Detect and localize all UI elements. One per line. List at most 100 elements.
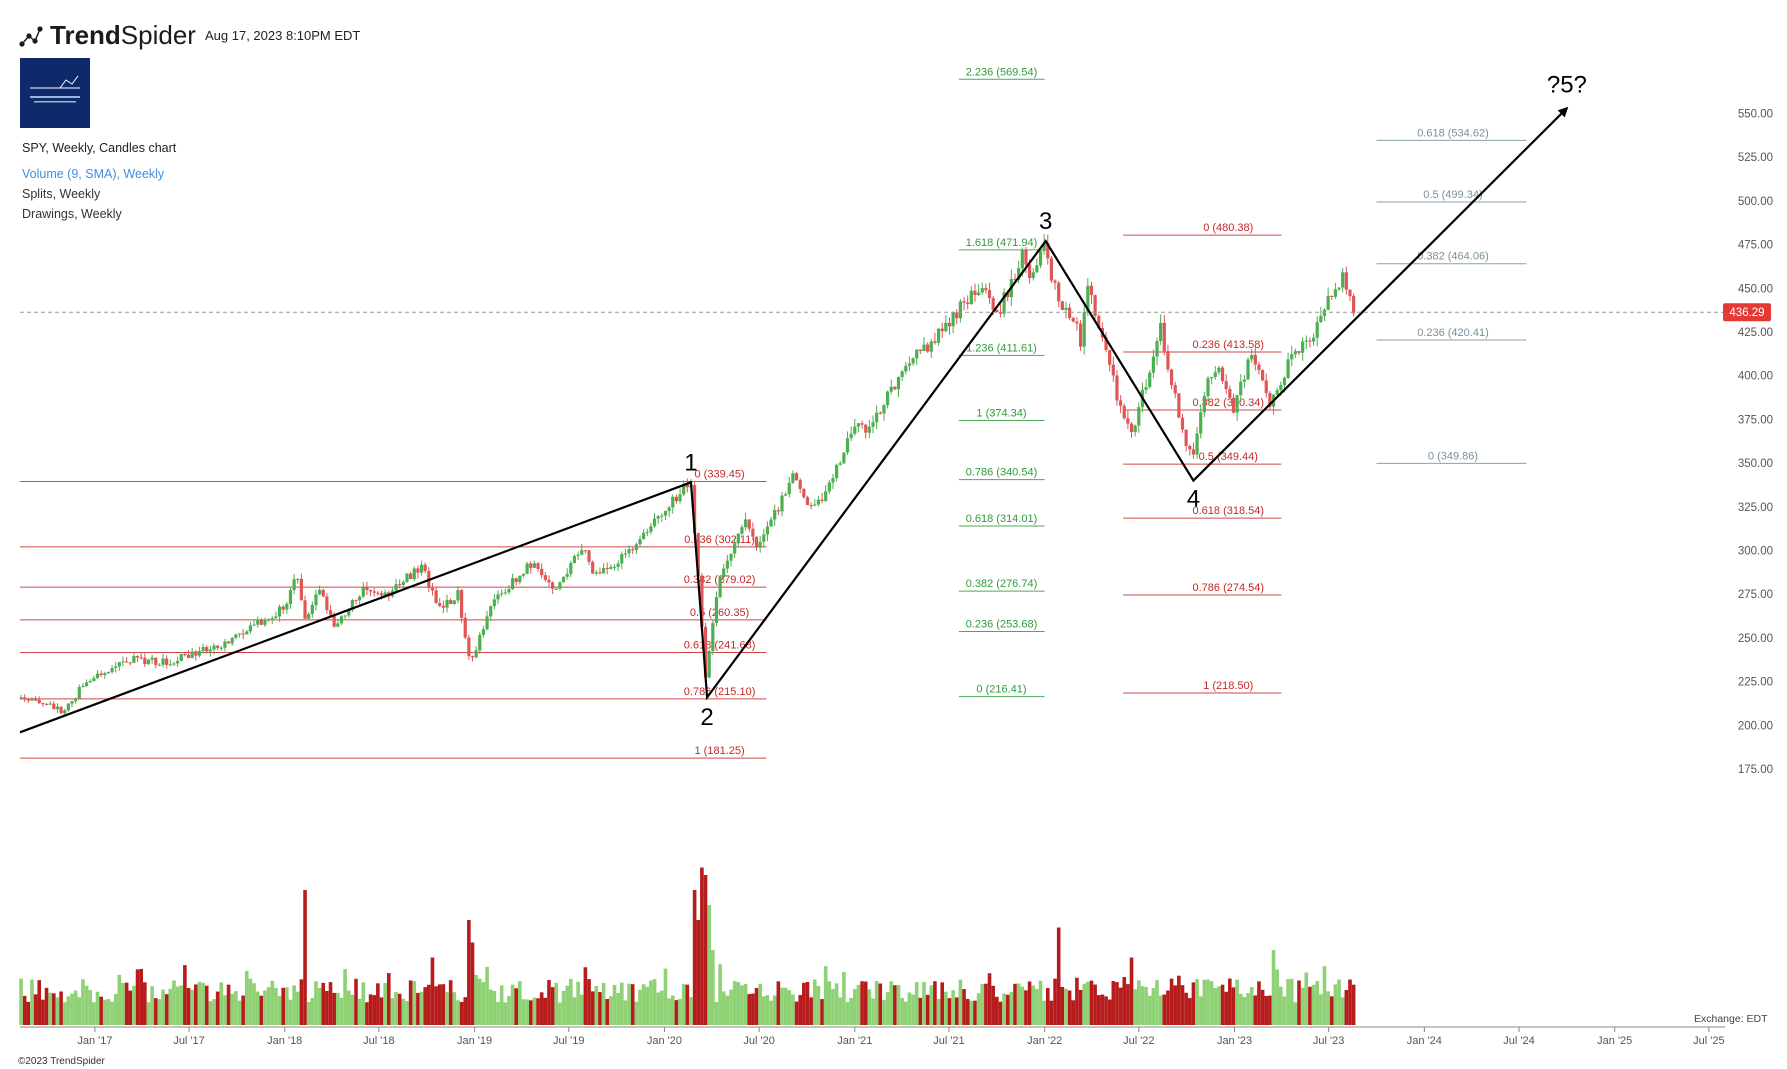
candle-body[interactable] <box>161 658 165 665</box>
candle-body[interactable] <box>1177 393 1181 418</box>
candle-body[interactable] <box>423 564 427 572</box>
candle-body[interactable] <box>805 497 810 505</box>
candle-body[interactable] <box>605 568 609 570</box>
candle-body[interactable] <box>1133 425 1137 433</box>
candle-body[interactable] <box>106 672 111 674</box>
candle-body[interactable] <box>1213 372 1217 377</box>
candle-body[interactable] <box>926 344 930 352</box>
candle-body[interactable] <box>92 678 96 682</box>
candle-body[interactable] <box>951 312 955 327</box>
candle-body[interactable] <box>452 600 456 605</box>
candle-body[interactable] <box>478 634 482 651</box>
candle-body[interactable] <box>154 657 158 665</box>
candle-body[interactable] <box>601 568 606 574</box>
candle-body[interactable] <box>1122 405 1126 419</box>
candle-body[interactable] <box>1282 377 1287 385</box>
candle-body[interactable] <box>95 673 100 679</box>
candle-body[interactable] <box>26 699 30 701</box>
candle-body[interactable] <box>328 610 333 616</box>
candle-body[interactable] <box>368 589 373 592</box>
candle-body[interactable] <box>1148 372 1152 388</box>
candle-body[interactable] <box>678 494 682 502</box>
candle-body[interactable] <box>63 710 67 714</box>
candle-body[interactable] <box>1246 359 1250 380</box>
candle-body[interactable] <box>572 556 577 564</box>
candle-body[interactable] <box>267 619 271 621</box>
candle-body[interactable] <box>1301 341 1305 353</box>
candle-body[interactable] <box>765 526 770 535</box>
candle-body[interactable] <box>569 563 573 574</box>
candle-body[interactable] <box>157 664 161 666</box>
candle-body[interactable] <box>820 499 824 502</box>
candle-body[interactable] <box>616 563 620 567</box>
candle-body[interactable] <box>1184 429 1188 446</box>
symbol-label[interactable]: SPY, Weekly, Candles chart <box>22 141 177 155</box>
candle-body[interactable] <box>179 654 183 661</box>
candle-body[interactable] <box>671 496 675 508</box>
candle-body[interactable] <box>226 641 231 644</box>
candle-body[interactable] <box>230 637 234 644</box>
candle-body[interactable] <box>44 703 49 705</box>
candle-body[interactable] <box>1071 318 1075 322</box>
candle-body[interactable] <box>889 386 893 392</box>
candle-body[interactable] <box>165 658 169 665</box>
candle-body[interactable] <box>1151 356 1155 373</box>
candle-body[interactable] <box>703 626 708 678</box>
candle-body[interactable] <box>955 312 959 319</box>
candle-body[interactable] <box>1180 417 1185 430</box>
candle-body[interactable] <box>725 560 729 569</box>
candle-body[interactable] <box>1279 384 1283 391</box>
candle-body[interactable] <box>998 311 1003 314</box>
candle-body[interactable] <box>1049 258 1054 281</box>
candle-body[interactable] <box>412 568 416 580</box>
candle-body[interactable] <box>234 634 238 638</box>
candle-body[interactable] <box>1319 315 1323 323</box>
candle-body[interactable] <box>292 579 296 591</box>
candle-body[interactable] <box>1330 296 1334 298</box>
candle-body[interactable] <box>893 386 897 390</box>
candle-body[interactable] <box>860 423 864 425</box>
candle-body[interactable] <box>81 685 85 688</box>
candle-body[interactable] <box>496 594 500 600</box>
candle-body[interactable] <box>740 527 744 534</box>
candle-body[interactable] <box>824 491 828 502</box>
candle-body[interactable] <box>1337 287 1341 290</box>
candle-body[interactable] <box>325 596 329 611</box>
time-axis[interactable]: Jan '17 Jul '17 Jan '18 Jul '18 Jan '19 Jul '… <box>20 1026 1725 1047</box>
candle-body[interactable] <box>1206 378 1210 397</box>
candle-body[interactable] <box>1020 249 1024 269</box>
candle-body[interactable] <box>1173 385 1177 394</box>
candle-body[interactable] <box>1228 389 1232 398</box>
candle-body[interactable] <box>474 650 478 658</box>
candle-body[interactable] <box>656 516 660 519</box>
candle-body[interactable] <box>1235 395 1239 413</box>
candle-body[interactable] <box>88 681 92 683</box>
candle-body[interactable] <box>139 657 143 659</box>
candle-body[interactable] <box>714 597 719 624</box>
candle-body[interactable] <box>321 589 325 597</box>
candle-body[interactable] <box>794 473 799 481</box>
candle-body[interactable] <box>598 572 602 574</box>
candle-body[interactable] <box>277 606 282 617</box>
candle-body[interactable] <box>798 480 802 489</box>
candle-body[interactable] <box>547 579 551 583</box>
candle-body[interactable] <box>1195 433 1199 455</box>
candle-body[interactable] <box>558 582 562 589</box>
candle-body[interactable] <box>19 697 23 699</box>
candle-body[interactable] <box>918 349 922 352</box>
candle-body[interactable] <box>1162 322 1166 352</box>
candle-body[interactable] <box>1333 289 1338 297</box>
candle-body[interactable] <box>612 566 617 568</box>
candle-body[interactable] <box>940 328 944 332</box>
candle-body[interactable] <box>41 703 45 705</box>
elliott-wave-lines[interactable]: 1 2 3 4 ?5? <box>19 72 1587 734</box>
candle-body[interactable] <box>248 625 253 632</box>
candle-body[interactable] <box>758 541 762 548</box>
candle-body[interactable] <box>500 593 504 595</box>
candle-body[interactable] <box>729 553 733 561</box>
candle-body[interactable] <box>121 661 125 663</box>
candle-body[interactable] <box>711 623 715 652</box>
candle-body[interactable] <box>682 484 686 495</box>
candle-body[interactable] <box>1024 249 1028 265</box>
candle-body[interactable] <box>1013 279 1017 281</box>
